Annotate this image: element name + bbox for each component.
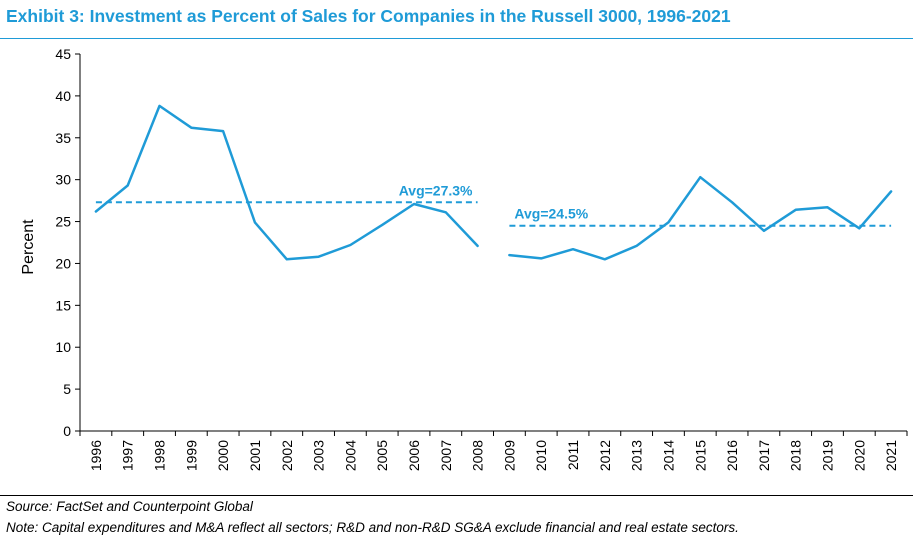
y-tick-label: 30	[55, 172, 71, 188]
x-tick-label: 1999	[183, 440, 199, 471]
y-axis-label: Percent	[20, 219, 37, 275]
x-tick-label: 1996	[88, 440, 104, 471]
x-tick-label: 1997	[120, 440, 136, 471]
x-tick-label: 2020	[851, 440, 867, 471]
average-lines: Avg=27.3% Avg=24.5%	[95, 182, 892, 227]
x-tick-label: 2005	[374, 440, 390, 471]
y-tick-label: 35	[55, 130, 71, 146]
y-tick-label: 45	[55, 46, 71, 62]
x-tick-label: 2014	[660, 440, 676, 471]
x-tick-label: 2019	[819, 440, 835, 471]
y-tick-label: 0	[63, 423, 71, 439]
x-tick-label: 2008	[470, 440, 486, 471]
x-tick-label: 2015	[692, 440, 708, 471]
footer-divider	[0, 495, 913, 496]
x-tick-label: 2010	[533, 440, 549, 471]
y-tick-label: 40	[55, 88, 71, 104]
x-tick-label: 2004	[342, 440, 358, 471]
x-axis: 1996 1997 1998 1999 2000 2001 2002 2003 2004 2005…	[79, 430, 908, 471]
source-note: Source: FactSet and Counterpoint Global	[6, 499, 253, 514]
x-tick-label: 2011	[565, 440, 581, 470]
x-tick-label: 2000	[215, 440, 231, 471]
title-divider	[0, 38, 913, 39]
y-tick-label: 20	[55, 255, 71, 271]
y-tick-label: 10	[55, 339, 71, 355]
x-tick-label: 2007	[438, 440, 454, 471]
x-tick-label: 2001	[247, 440, 263, 471]
series-lines	[94, 104, 893, 261]
average-label: Avg=27.3%	[399, 182, 473, 198]
x-tick-label: 1998	[152, 440, 168, 471]
x-tick-label: 2018	[788, 440, 804, 471]
x-tick-label: 2009	[501, 440, 517, 471]
x-tick-label: 2012	[597, 440, 613, 471]
chart-title: Exhibit 3: Investment as Percent of Sale…	[6, 6, 731, 26]
y-tick-label: 25	[55, 214, 71, 230]
x-tick-label: 2016	[724, 440, 740, 471]
x-tick-label: 2021	[883, 440, 899, 471]
y-axis: 0 5 10 15 20 25 30 35 40 45	[55, 46, 81, 439]
footnote: Note: Capital expenditures and M&A refle…	[6, 520, 739, 535]
average-label: Avg=24.5%	[514, 206, 588, 222]
x-tick-label: 2017	[756, 440, 772, 471]
x-tick-label: 2003	[311, 440, 327, 471]
y-tick-label: 5	[63, 381, 71, 397]
x-tick-label: 2006	[406, 440, 422, 471]
x-tick-label: 2002	[279, 440, 295, 471]
line-chart: 0 5 10 15 20 25 30 35 40 45 1996 1997 1998 1999 2000 2…	[20, 46, 908, 471]
y-tick-label: 15	[55, 297, 71, 313]
x-tick-label: 2013	[629, 440, 645, 471]
